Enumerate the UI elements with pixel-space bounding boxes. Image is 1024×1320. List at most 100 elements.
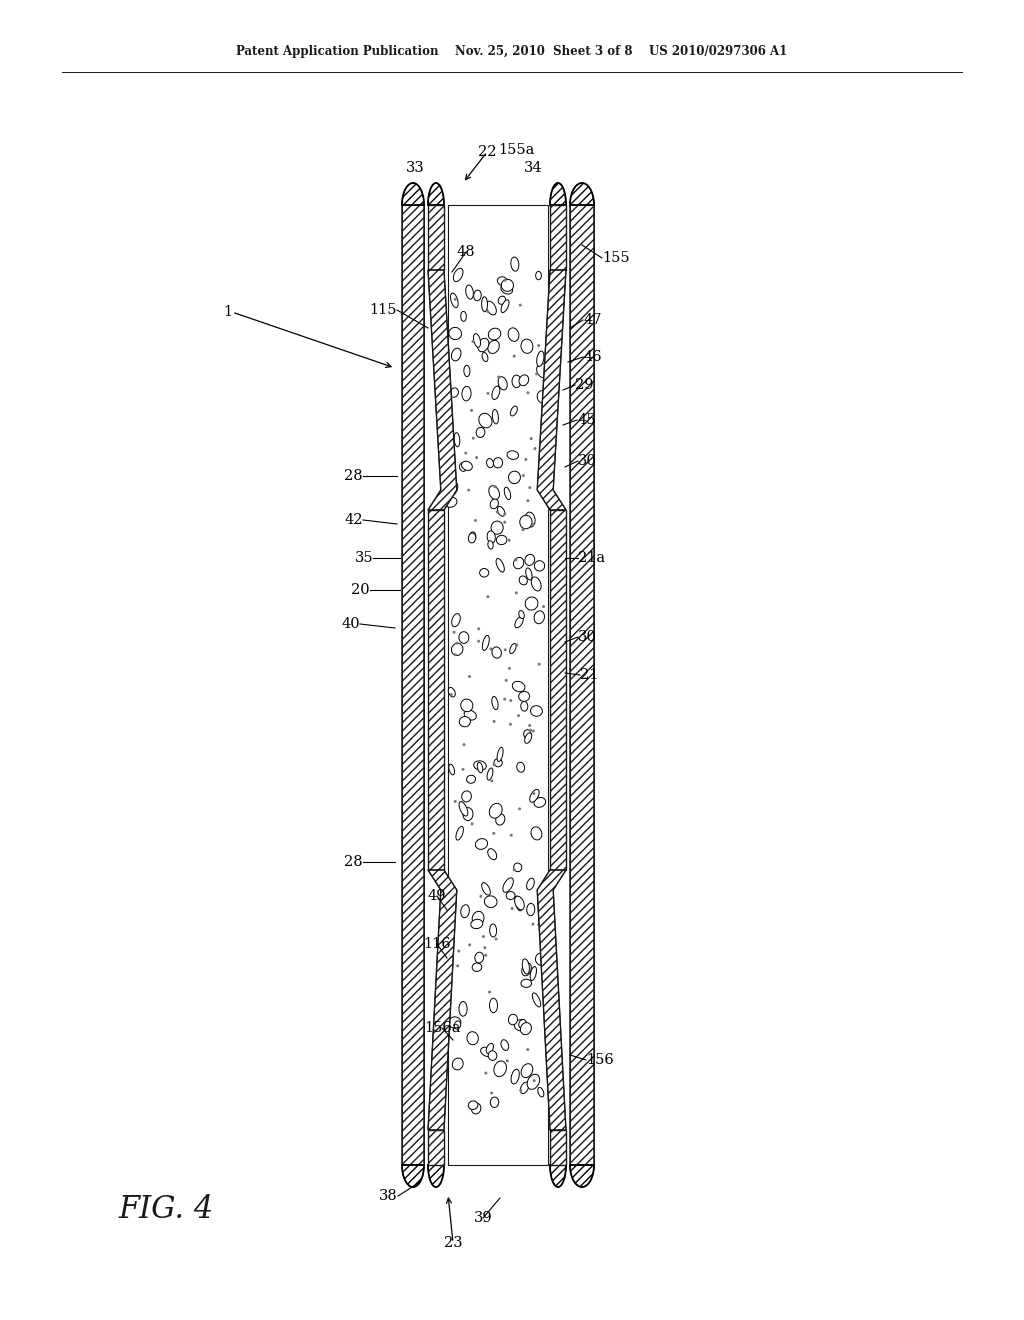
- Ellipse shape: [487, 768, 493, 780]
- Ellipse shape: [449, 764, 455, 775]
- Ellipse shape: [525, 597, 538, 610]
- Ellipse shape: [535, 611, 545, 624]
- Bar: [428, 205, 444, 271]
- Circle shape: [454, 800, 457, 803]
- Ellipse shape: [519, 692, 529, 701]
- Ellipse shape: [536, 272, 542, 280]
- Ellipse shape: [519, 611, 524, 619]
- Circle shape: [494, 486, 497, 488]
- Bar: [570, 205, 594, 1166]
- Ellipse shape: [445, 498, 457, 507]
- Circle shape: [455, 888, 458, 892]
- Ellipse shape: [520, 1082, 528, 1093]
- Ellipse shape: [498, 376, 507, 389]
- Ellipse shape: [536, 953, 548, 965]
- Ellipse shape: [452, 348, 461, 360]
- Bar: [402, 205, 424, 1166]
- Text: 21: 21: [580, 668, 598, 682]
- Ellipse shape: [461, 312, 466, 321]
- Circle shape: [538, 475, 541, 478]
- Ellipse shape: [488, 329, 501, 341]
- Ellipse shape: [523, 730, 531, 739]
- Ellipse shape: [511, 1069, 519, 1084]
- Circle shape: [477, 627, 480, 630]
- Ellipse shape: [480, 1047, 493, 1056]
- Circle shape: [458, 949, 461, 953]
- Ellipse shape: [521, 339, 532, 354]
- Ellipse shape: [473, 334, 480, 347]
- Text: 38: 38: [379, 1189, 398, 1203]
- Circle shape: [529, 729, 531, 731]
- Text: 28: 28: [344, 855, 362, 869]
- Circle shape: [508, 539, 511, 541]
- Ellipse shape: [470, 532, 476, 541]
- Ellipse shape: [453, 1059, 463, 1071]
- Ellipse shape: [449, 1016, 461, 1028]
- Ellipse shape: [478, 338, 488, 351]
- Circle shape: [508, 667, 511, 669]
- Ellipse shape: [522, 958, 529, 974]
- Ellipse shape: [464, 366, 470, 376]
- Ellipse shape: [467, 775, 475, 783]
- Circle shape: [528, 486, 531, 488]
- Ellipse shape: [502, 280, 513, 292]
- Circle shape: [513, 355, 516, 358]
- Ellipse shape: [512, 681, 525, 692]
- Circle shape: [503, 698, 506, 701]
- Ellipse shape: [515, 896, 522, 911]
- Circle shape: [519, 304, 522, 306]
- Circle shape: [467, 488, 470, 491]
- Circle shape: [474, 519, 477, 521]
- Ellipse shape: [494, 458, 503, 469]
- Polygon shape: [428, 870, 457, 1130]
- Ellipse shape: [471, 919, 482, 929]
- Ellipse shape: [482, 635, 489, 651]
- Ellipse shape: [514, 1019, 527, 1031]
- Circle shape: [513, 869, 516, 871]
- Ellipse shape: [475, 952, 483, 962]
- Ellipse shape: [476, 428, 485, 437]
- Ellipse shape: [493, 409, 499, 424]
- Bar: [402, 205, 424, 1166]
- Circle shape: [503, 512, 506, 515]
- Circle shape: [521, 528, 524, 531]
- Circle shape: [471, 341, 474, 343]
- Ellipse shape: [490, 499, 499, 508]
- Circle shape: [517, 714, 520, 717]
- Ellipse shape: [484, 896, 497, 908]
- Circle shape: [519, 1089, 522, 1092]
- Circle shape: [504, 648, 507, 651]
- Ellipse shape: [498, 507, 505, 516]
- Circle shape: [509, 723, 512, 726]
- Ellipse shape: [461, 700, 473, 711]
- Ellipse shape: [487, 849, 497, 859]
- Ellipse shape: [537, 363, 549, 378]
- Ellipse shape: [477, 763, 482, 772]
- Ellipse shape: [521, 1064, 532, 1077]
- Text: 30: 30: [578, 630, 597, 644]
- Circle shape: [454, 653, 457, 656]
- Ellipse shape: [501, 1040, 509, 1051]
- Ellipse shape: [531, 826, 542, 840]
- Circle shape: [514, 558, 517, 561]
- Ellipse shape: [538, 391, 548, 403]
- Text: 23: 23: [443, 1236, 462, 1250]
- Ellipse shape: [486, 458, 494, 467]
- Circle shape: [506, 1060, 509, 1063]
- Circle shape: [524, 458, 527, 461]
- Ellipse shape: [526, 878, 535, 890]
- Text: 40: 40: [341, 616, 360, 631]
- Circle shape: [468, 944, 471, 946]
- Ellipse shape: [507, 451, 518, 459]
- Ellipse shape: [459, 632, 469, 643]
- Ellipse shape: [527, 1074, 540, 1089]
- Circle shape: [531, 730, 535, 733]
- Ellipse shape: [514, 863, 521, 871]
- Ellipse shape: [455, 1020, 461, 1030]
- Circle shape: [479, 895, 482, 898]
- Circle shape: [456, 642, 459, 644]
- Ellipse shape: [452, 614, 461, 627]
- Ellipse shape: [472, 1104, 481, 1114]
- Ellipse shape: [519, 375, 528, 385]
- Circle shape: [515, 643, 518, 647]
